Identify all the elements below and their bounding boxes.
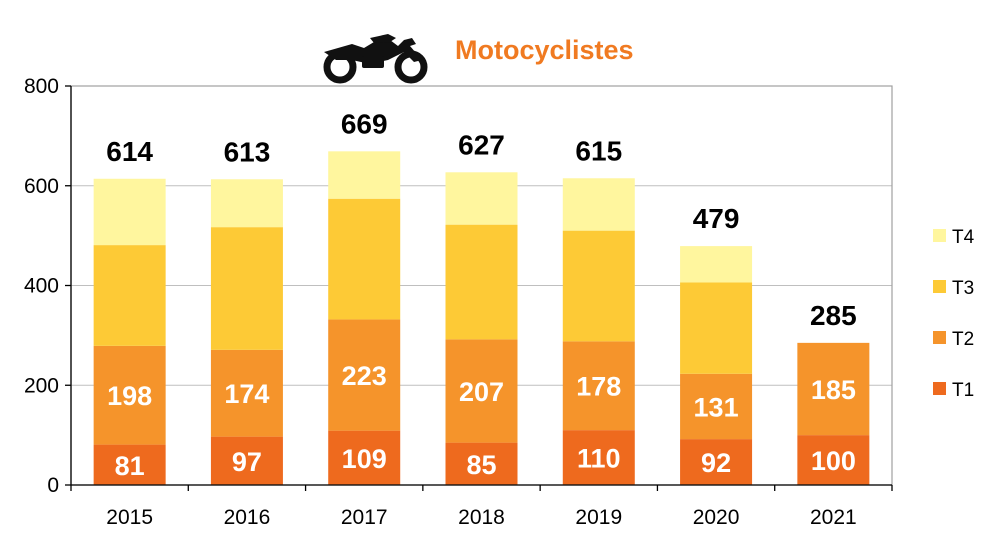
- legend-label-t1: T1: [952, 380, 974, 401]
- motorcycle-icon: [323, 34, 428, 84]
- data-label-t1: 97: [232, 447, 262, 477]
- total-label: 614: [106, 136, 153, 167]
- legend-label-t2: T2: [952, 329, 974, 350]
- total-label: 627: [458, 129, 505, 160]
- bar-segment-t3: [93, 245, 166, 346]
- data-label-t2: 207: [459, 377, 504, 407]
- x-tick-label: 2018: [458, 506, 505, 529]
- data-label-t2: 174: [224, 379, 269, 409]
- bar-segment-t3: [562, 230, 635, 342]
- total-label: 613: [224, 136, 271, 167]
- x-tick-label: 2017: [341, 506, 388, 529]
- bar-segment-t4: [328, 151, 401, 199]
- bar-segment-t2: [680, 373, 753, 440]
- y-tick-label: 200: [24, 374, 59, 397]
- chart-title: Motocyclistes: [455, 35, 634, 65]
- total-label: 669: [341, 108, 388, 139]
- bar-segment-t4: [445, 172, 518, 225]
- x-tick-label: 2016: [224, 506, 271, 529]
- x-tick-label: 2020: [693, 506, 740, 529]
- total-label: 479: [693, 203, 740, 234]
- bar-segment-t2: [562, 341, 635, 431]
- legend: T4 T3 T2 T1: [933, 227, 975, 401]
- bar-segment-t2: [445, 339, 518, 443]
- data-label-t1: 92: [701, 448, 731, 478]
- x-tick-label: 2015: [106, 506, 153, 529]
- data-label-t2: 198: [107, 381, 152, 411]
- data-label-t1: 100: [811, 446, 856, 476]
- legend-swatch-t4: [933, 229, 946, 242]
- data-label-t1: 85: [466, 450, 496, 480]
- bar-segment-t4: [93, 178, 166, 246]
- bar-segment-t3: [328, 198, 401, 320]
- bar-segment-t2: [328, 319, 401, 431]
- bar-segment-t1: [93, 444, 166, 485]
- x-axis-ticks: 2015 2016 2017 2018 2019 2020 2021: [70, 485, 893, 529]
- data-label-t1: 109: [342, 444, 387, 474]
- bars: [93, 151, 870, 485]
- x-tick-label: 2021: [810, 506, 857, 529]
- bar-segment-t3: [445, 224, 518, 340]
- bar-segment-t2: [93, 345, 166, 445]
- y-tick-label: 400: [24, 275, 59, 298]
- legend-label-t4: T4: [952, 227, 975, 248]
- total-label: 615: [575, 135, 622, 166]
- bar-segment-t1: [445, 442, 518, 485]
- data-label-t1: 81: [115, 451, 145, 481]
- legend-label-t3: T3: [952, 278, 974, 299]
- bar-segment-t1: [210, 436, 283, 485]
- y-tick-label: 0: [47, 474, 59, 497]
- legend-swatch-t1: [933, 382, 946, 395]
- data-label-t2: 185: [811, 375, 856, 405]
- data-label-t2: 223: [342, 361, 387, 391]
- x-tick-label: 2019: [575, 506, 622, 529]
- bar-segment-t1: [328, 430, 401, 485]
- bar-segment-t1: [797, 435, 870, 485]
- data-label-t1: 110: [577, 444, 621, 474]
- y-axis-ticks: 0 200 400 600 800: [24, 75, 71, 497]
- bar-segment-t4: [210, 179, 283, 228]
- total-labels: 614 613 669 627 615 479 285: [106, 108, 856, 331]
- bar-segment-t3: [210, 227, 283, 350]
- bar-segment-t2: [210, 349, 283, 437]
- y-tick-label: 600: [24, 175, 59, 198]
- bar-segment-t1: [680, 439, 753, 485]
- bar-segment-t2: [797, 342, 870, 436]
- legend-swatch-t3: [933, 280, 946, 293]
- bar-segment-t4: [680, 246, 753, 283]
- bar-segment-t1: [562, 430, 635, 485]
- bar-segment-t3: [680, 282, 753, 374]
- legend-swatch-t2: [933, 331, 946, 344]
- total-label: 285: [810, 300, 857, 331]
- y-tick-label: 800: [24, 75, 59, 98]
- segment-labels: 81 198 97 174 109 223 85 207 110 178 92 131 100 185: [107, 361, 856, 481]
- bar-segment-t4: [562, 178, 635, 231]
- data-label-t2: 178: [576, 372, 621, 402]
- data-label-t2: 131: [694, 392, 739, 422]
